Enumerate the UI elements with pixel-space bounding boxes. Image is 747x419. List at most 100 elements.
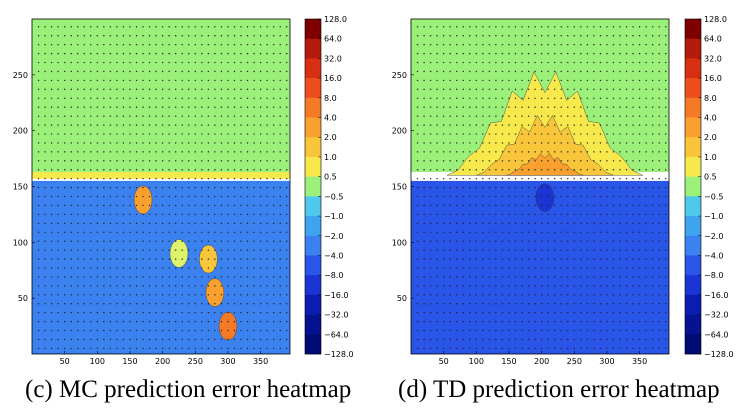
grid-dot [632,240,634,242]
grid-dot [227,70,229,73]
grid-dot [194,213,196,216]
grid-dot [161,311,164,314]
grid-dot [70,204,72,207]
hotspot [205,278,225,307]
grid-dot [135,240,138,242]
grid-dot [227,285,229,287]
grid-dot [188,303,190,305]
grid-dot [436,79,438,82]
grid-dot [148,329,151,332]
grid-dot [547,133,549,135]
grid-dot [129,124,131,126]
grid-dot [534,195,536,198]
grid-dot [44,70,46,73]
grid-dot [220,258,223,260]
grid-dot [214,222,216,225]
grid-dot [122,267,125,269]
grid-dot [240,26,242,28]
grid-dot [625,115,628,117]
grid-dot [122,61,125,64]
grid-dot [44,204,46,207]
grid-dot [482,169,484,171]
grid-dot [665,222,667,225]
grid-dot [279,61,281,64]
grid-dot [83,320,85,323]
grid-dot [148,213,151,216]
grid-dot [286,294,288,296]
grid-dot [181,303,183,305]
grid-dot [181,285,183,287]
grid-dot [580,35,582,37]
grid-dot [272,124,275,126]
grid-dot [142,26,144,28]
grid-dot [593,106,595,108]
grid-dot [462,115,464,117]
grid-dot [161,151,164,153]
grid-dot [442,35,445,37]
grid-dot [63,133,66,135]
grid-dot [482,79,484,82]
grid-dot [207,177,210,180]
grid-dot [553,294,556,296]
grid-dot [96,61,99,64]
grid-dot [488,303,491,305]
grid-dot [423,186,425,189]
grid-dot [553,169,556,171]
grid-dot [103,124,105,126]
grid-dot [469,240,471,242]
grid-dot [638,347,641,350]
grid-dot [645,204,647,207]
grid-dot [534,285,536,287]
grid-dot [227,240,229,242]
grid-dot [266,133,268,135]
colorbar-bin [305,137,321,158]
grid-dot [253,347,255,350]
grid-dot [527,222,530,225]
grid-dot [240,276,242,278]
grid-dot [560,115,562,117]
grid-dot [129,276,131,278]
colorbar-label: −0.5 [704,192,723,201]
grid-dot [240,97,242,99]
grid-dot [416,329,419,332]
grid-dot [272,177,275,180]
grid-dot [266,276,268,278]
grid-dot [181,240,183,242]
grid-dot [37,285,40,287]
grid-dot [632,169,634,171]
grid-dot [266,52,268,55]
grid-dot [70,320,72,323]
grid-dot [240,52,242,55]
grid-dot [161,267,164,269]
grid-dot [501,204,504,207]
grid-dot [44,222,46,225]
grid-dot [586,160,589,162]
grid-dot [63,222,66,225]
grid-dot [272,249,275,251]
grid-dot [194,151,196,153]
grid-dot [96,222,99,225]
grid-dot [625,285,628,287]
grid-dot [586,285,589,287]
grid-dot [469,124,471,126]
grid-dot [612,347,615,350]
grid-dot [560,195,562,198]
grid-dot [286,142,288,144]
grid-dot [651,88,654,91]
grid-dot [207,258,210,260]
grid-dot [501,311,504,314]
grid-dot [109,258,112,260]
grid-dot [253,160,255,162]
grid-dot [227,106,229,108]
grid-dot [240,240,242,242]
grid-dot [148,124,151,126]
grid-dot [220,61,223,64]
grid-dot [129,35,131,37]
grid-dot [240,347,242,350]
grid-dot [527,276,530,278]
grid-dot [70,267,72,269]
grid-dot [625,311,628,314]
grid-dot [50,142,53,144]
grid-dot [416,133,419,135]
grid-dot [658,213,660,216]
